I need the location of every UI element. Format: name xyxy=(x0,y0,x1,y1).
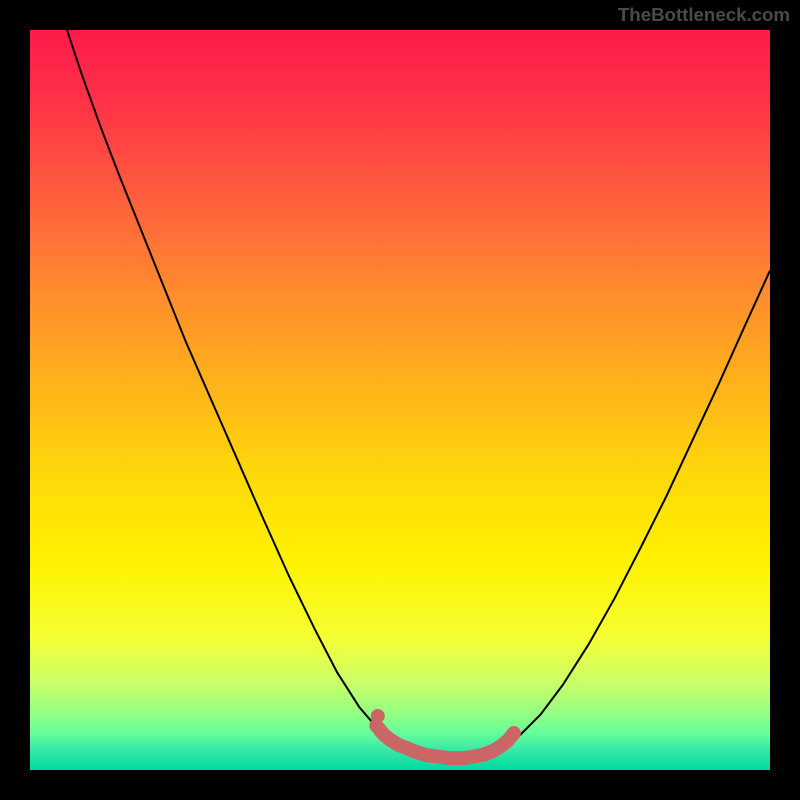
trough-dot xyxy=(371,709,385,723)
trough-marker xyxy=(376,726,514,759)
plot-area xyxy=(30,30,770,770)
bottleneck-curve xyxy=(67,30,770,760)
chart-frame: TheBottleneck.com xyxy=(0,0,800,800)
watermark-text: TheBottleneck.com xyxy=(618,4,790,26)
curve-overlay xyxy=(30,30,770,770)
